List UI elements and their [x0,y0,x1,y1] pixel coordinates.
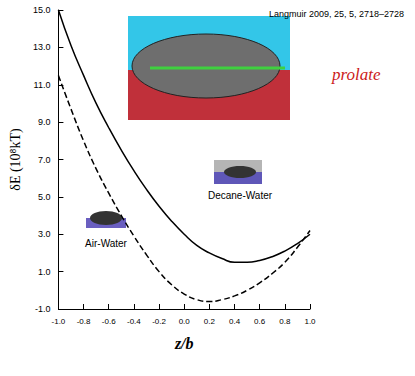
svg-text:0.6: 0.6 [254,317,266,326]
svg-text:-1.0: -1.0 [35,304,51,314]
svg-text:z/b: z/b [174,335,194,352]
svg-text:0.8: 0.8 [279,317,291,326]
svg-text:0.2: 0.2 [204,317,216,326]
svg-text:Langmuir 2009, 25, 5, 2718–272: Langmuir 2009, 25, 5, 2718–2728 [269,9,404,19]
svg-text:δE (10⁸kT): δE (10⁸kT) [8,128,24,191]
svg-text:-0.2: -0.2 [152,317,166,326]
svg-text:Air-Water: Air-Water [85,238,128,249]
svg-text:Decane-Water: Decane-Water [208,190,273,201]
svg-text:0.0: 0.0 [179,317,191,326]
svg-text:-0.4: -0.4 [127,317,141,326]
svg-text:-0.8: -0.8 [77,317,91,326]
svg-text:13.0: 13.0 [33,42,51,52]
svg-text:9.0: 9.0 [38,117,51,127]
svg-text:0.4: 0.4 [229,317,241,326]
svg-text:-0.6: -0.6 [102,317,116,326]
svg-text:3.0: 3.0 [38,229,51,239]
svg-text:1.0: 1.0 [38,267,51,277]
svg-text:1.0: 1.0 [304,317,316,326]
svg-text:-1.0: -1.0 [52,317,66,326]
svg-text:7.0: 7.0 [38,155,51,165]
svg-text:11.0: 11.0 [34,80,51,90]
svg-text:5.0: 5.0 [38,192,51,202]
svg-text:prolate: prolate [331,65,381,84]
svg-text:15.0: 15.0 [33,5,51,15]
